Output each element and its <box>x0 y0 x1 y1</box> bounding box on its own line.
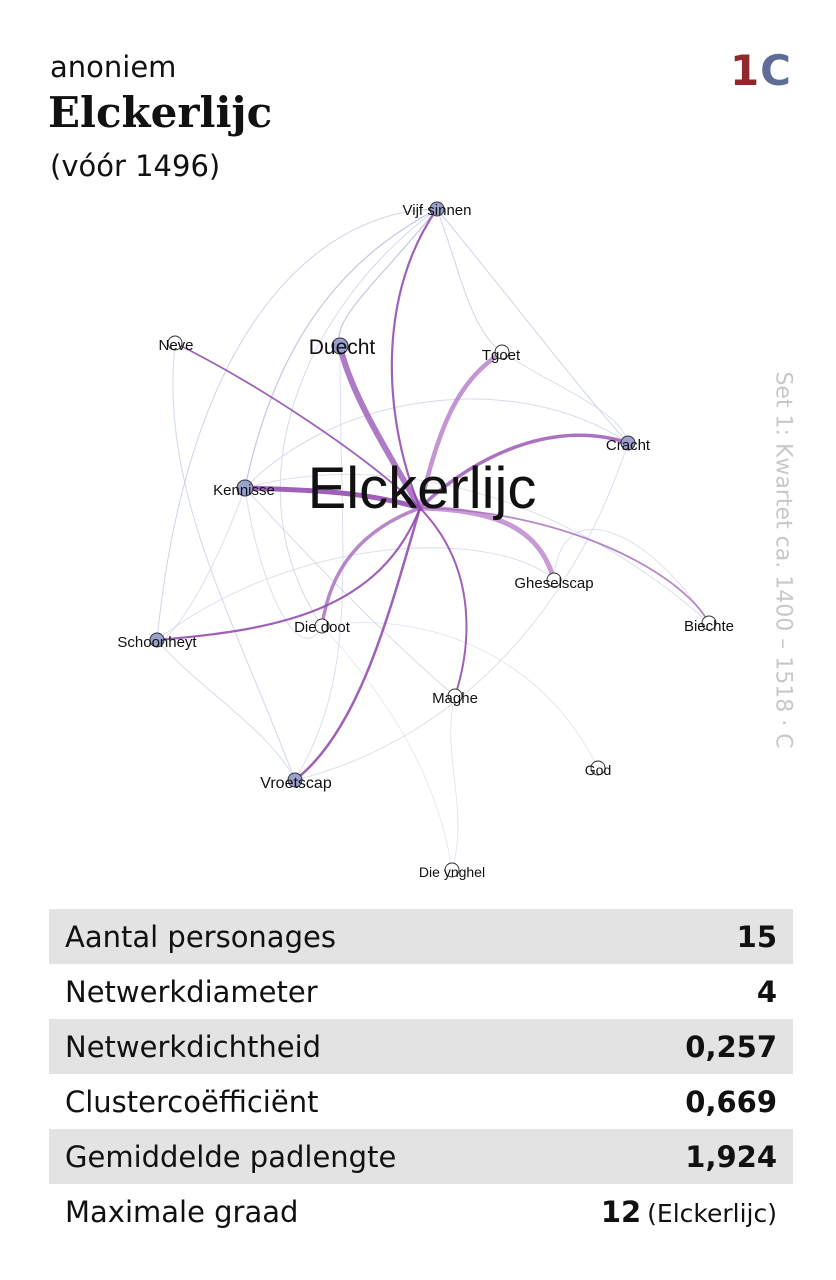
network-stats-table: Aantal personages 15 Netwerkdiameter 4 N… <box>49 909 793 1239</box>
badge-number: 1 <box>729 46 761 95</box>
node-schoonheyt[interactable]: Schoonheyt <box>117 632 197 651</box>
set-badge: 1C <box>730 46 792 95</box>
node-label: Vroetscap <box>260 775 332 792</box>
node-kennisse[interactable]: Kennisse <box>213 479 275 499</box>
node-vroetscap[interactable]: Vroetscap <box>260 772 332 792</box>
edge <box>156 208 438 641</box>
edge <box>155 506 422 642</box>
stat-row-diameter: Netwerkdiameter 4 <box>49 964 793 1019</box>
stat-label: Netwerkdiameter <box>65 974 318 1009</box>
edge <box>156 639 296 781</box>
node-label: Maghe <box>432 690 478 707</box>
stat-row-clustering: Clustercoëfficiënt 0,669 <box>49 1074 793 1129</box>
node-label: Die ynghel <box>419 864 485 880</box>
stat-value: 0,669 <box>685 1084 777 1119</box>
play-title: Elckerlijc <box>48 88 273 137</box>
edges <box>155 207 710 871</box>
stat-label: Maximale graad <box>65 1194 299 1229</box>
edge <box>501 351 629 444</box>
stat-value: 1,924 <box>685 1139 777 1174</box>
edge <box>244 398 629 489</box>
nodes: Vijf sinnen Neve Duecht Tgoet Cracht Ken… <box>117 201 734 880</box>
edge <box>294 442 629 781</box>
node-god[interactable]: God <box>585 760 611 778</box>
edge <box>156 487 246 642</box>
author: anoniem <box>50 50 177 84</box>
node-die-ynghel[interactable]: Die ynghel <box>419 862 485 880</box>
edge <box>244 487 323 639</box>
edge <box>337 343 423 511</box>
edge <box>279 208 438 627</box>
stat-label: Clustercoëfficiënt <box>65 1084 319 1119</box>
stat-value-group: 12 (Elckerlijc) <box>601 1195 777 1229</box>
edge <box>293 506 422 782</box>
node-label: Schoonheyt <box>117 634 197 651</box>
character-network: Vijf sinnen Neve Duecht Tgoet Cracht Ken… <box>117 201 734 880</box>
node-label: Duecht <box>309 336 376 359</box>
edge <box>436 208 629 444</box>
node-biechte[interactable]: Biechte <box>684 615 734 635</box>
edge <box>320 506 422 628</box>
node-neve[interactable]: Neve <box>158 335 194 354</box>
edge <box>418 433 630 510</box>
node-label: Kennisse <box>213 482 275 499</box>
node-duecht[interactable]: Duecht <box>309 336 376 359</box>
edge <box>419 507 710 624</box>
node-label: Elckerlijc <box>308 456 537 521</box>
stat-extra: (Elckerlijc) <box>647 1198 777 1228</box>
node-label: Die doot <box>294 619 351 636</box>
edge <box>338 208 438 347</box>
node-gheselscap[interactable]: Gheselscap <box>514 572 594 592</box>
stat-row-density: Netwerkdichtheid 0,257 <box>49 1019 793 1074</box>
node-elckerlijc[interactable]: Elckerlijc <box>308 456 537 521</box>
stat-row-path-length: Gemiddelde padlengte 1,924 <box>49 1129 793 1184</box>
node-label: Vijf sinnen <box>403 202 472 219</box>
edge <box>321 622 599 769</box>
stat-value: 12 <box>600 1194 642 1229</box>
node-tgoet[interactable]: Tgoet <box>482 344 521 364</box>
node-label: Cracht <box>606 437 651 454</box>
edge <box>156 547 555 641</box>
edge <box>321 625 453 871</box>
stat-value: 15 <box>736 919 777 954</box>
edge <box>244 208 438 489</box>
stat-row-characters: Aantal personages 15 <box>49 909 793 964</box>
edge <box>242 485 423 511</box>
node-label: Gheselscap <box>514 575 593 592</box>
node-label: Biechte <box>684 618 734 635</box>
edge <box>172 342 296 781</box>
node-label: Neve <box>158 337 193 354</box>
stat-label: Gemiddelde padlengte <box>65 1139 397 1174</box>
edge <box>419 507 468 697</box>
node-label: Tgoet <box>482 347 521 364</box>
edge <box>450 695 459 871</box>
node-vijf-sinnen[interactable]: Vijf sinnen <box>403 201 472 219</box>
edge <box>390 207 439 510</box>
play-year: (vóór 1496) <box>50 149 221 183</box>
stat-label: Netwerkdichtheid <box>65 1029 322 1064</box>
edge <box>294 345 344 781</box>
node-die-doot[interactable]: Die doot <box>294 618 351 636</box>
stat-row-max-degree: Maximale graad 12 (Elckerlijc) <box>49 1184 793 1239</box>
edge <box>436 208 503 353</box>
node-label: God <box>585 762 611 778</box>
edge <box>174 342 421 509</box>
badge-letter: C <box>760 46 792 95</box>
edge <box>417 349 505 511</box>
edge <box>244 487 456 697</box>
node-cracht[interactable]: Cracht <box>606 435 651 454</box>
node-maghe[interactable]: Maghe <box>432 688 478 707</box>
stat-value: 0,257 <box>685 1029 777 1064</box>
edge <box>244 473 710 624</box>
stat-label: Aantal personages <box>65 919 336 954</box>
edge <box>553 528 710 624</box>
stat-value: 4 <box>756 974 777 1009</box>
